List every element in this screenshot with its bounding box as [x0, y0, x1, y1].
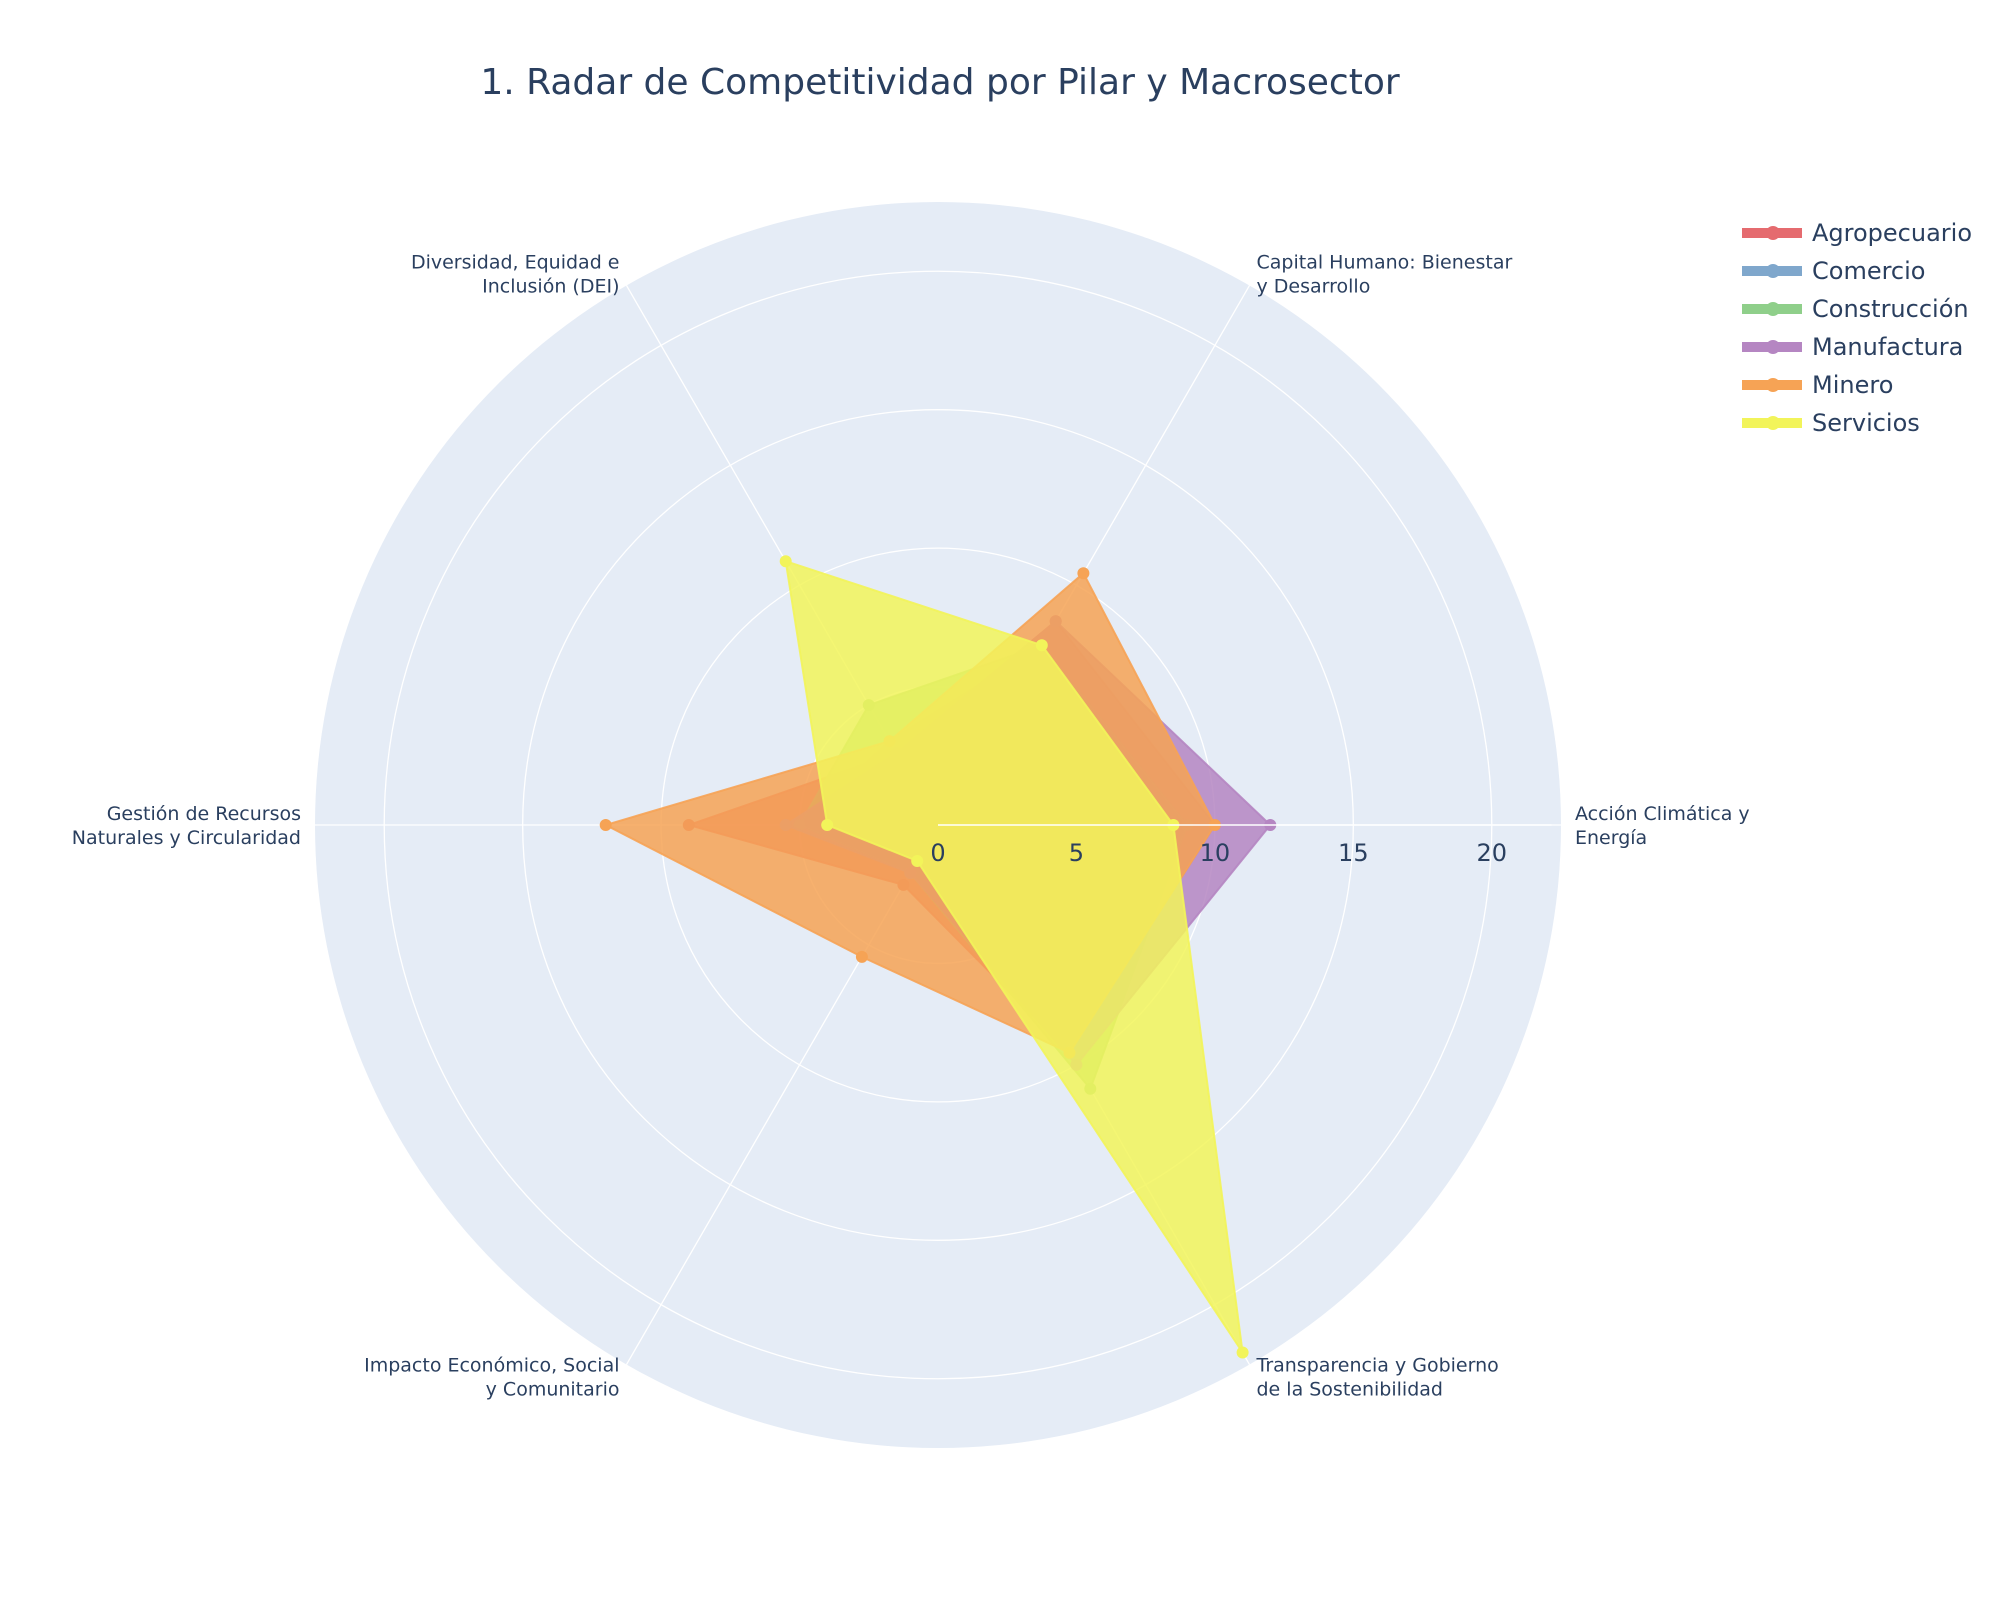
data-point: [599, 819, 612, 831]
data-point: [779, 555, 792, 568]
axis-label-line: Naturales y Circularidad: [72, 827, 301, 849]
legend-label: Manufactura: [1812, 333, 1964, 361]
legend-label: Agropecuario: [1812, 219, 1973, 247]
data-point: [911, 855, 924, 867]
legend-label: Minero: [1812, 371, 1894, 399]
axis-label-line: Capital Humano: Bienestar: [1257, 251, 1513, 273]
legend-item-agropecuario[interactable]: Agropecuario: [1742, 214, 1972, 252]
series-servicios: [779, 555, 1249, 1359]
radial-tick-label: 10: [1200, 839, 1231, 867]
radial-tick-label: 20: [1477, 839, 1508, 867]
axis-label-line: Gestión de Recursos: [107, 803, 301, 825]
chart-title: 1. Radar de Competitividad por Pilar y M…: [480, 62, 1400, 103]
radial-tick-label: 15: [1338, 839, 1369, 867]
legend-label: Comercio: [1812, 257, 1926, 285]
axis-label-line: Transparencia y Gobierno: [1256, 1355, 1499, 1377]
legend-item-construcción[interactable]: Construcción: [1742, 290, 1972, 328]
data-point: [1236, 1346, 1249, 1359]
data-point: [1035, 639, 1048, 652]
legend-swatch: [1742, 226, 1802, 240]
legend-swatch-dot: [1766, 264, 1780, 278]
legend-swatch: [1742, 340, 1802, 354]
legend-label: Construcción: [1812, 295, 1969, 323]
axis-label-line: de la Sostenibilidad: [1257, 1379, 1443, 1401]
legend-swatch-dot: [1766, 226, 1780, 240]
legend-item-manufactura[interactable]: Manufactura: [1742, 328, 1972, 366]
data-point: [855, 950, 868, 963]
axis-label: Transparencia y Gobierno de la Sostenibil…: [1256, 1355, 1499, 1401]
legend-swatch: [1742, 302, 1802, 316]
data-point: [821, 819, 834, 831]
axis-label: Diversidad, Equidad e Inclusión (DEI): [411, 251, 620, 297]
axis-label: Gestión de Recursos Naturales y Circulari…: [72, 803, 301, 849]
axis-label-line: y Comunitario: [486, 1379, 620, 1401]
legend-swatch-dot: [1766, 302, 1780, 316]
axis-label-line: Diversidad, Equidad e: [411, 251, 620, 273]
axis-label-line: Impacto Económico, Social: [364, 1355, 619, 1377]
legend-swatch-dot: [1766, 340, 1780, 354]
axis-label: Impacto Económico, Social y Comunitario: [364, 1355, 619, 1401]
legend-item-servicios[interactable]: Servicios: [1742, 404, 1972, 442]
data-point: [1077, 567, 1090, 580]
legend-swatch-dot: [1766, 416, 1780, 430]
legend-swatch: [1742, 378, 1802, 392]
radial-tick-label: 0: [930, 839, 945, 867]
axis-label-line: Acción Climática y: [1575, 803, 1750, 825]
legend-swatch-dot: [1766, 378, 1780, 392]
legend-swatch: [1742, 264, 1802, 278]
legend-label: Servicios: [1812, 409, 1920, 437]
legend-item-minero[interactable]: Minero: [1742, 366, 1972, 404]
legend-swatch: [1742, 416, 1802, 430]
axis-label: Capital Humano: Bienestar y Desarrollo: [1257, 251, 1513, 297]
radial-tick-label: 5: [1069, 839, 1084, 867]
axis-label-line: y Desarrollo: [1257, 275, 1371, 297]
legend-item-comercio[interactable]: Comercio: [1742, 252, 1972, 290]
axis-label: Acción Climática y Energía: [1575, 803, 1750, 849]
axis-label-line: Energía: [1575, 827, 1647, 849]
axis-label-line: Inclusión (DEI): [482, 275, 619, 297]
legend: Agropecuario Comercio Construcción Manufact…: [1742, 214, 1972, 442]
